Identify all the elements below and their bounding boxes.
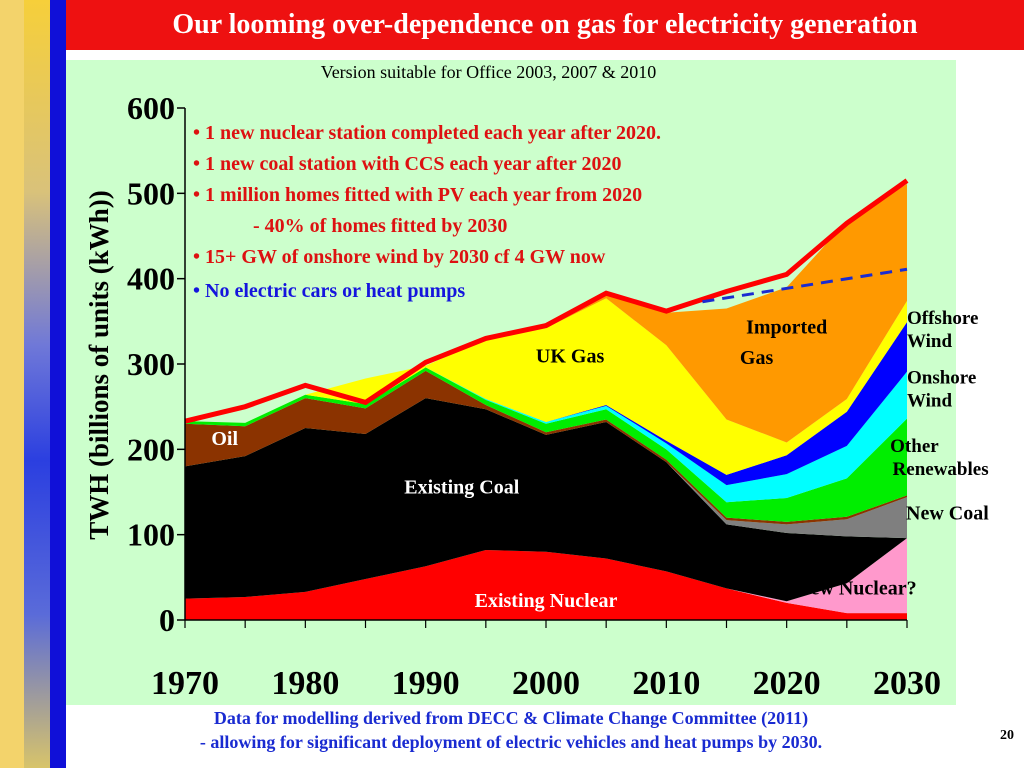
projection-dashed-line [702,267,908,304]
line-layers [184,178,909,424]
version-note: Version suitable for Office 2003, 2007 &… [320,62,657,82]
area-uk-gas [185,298,907,475]
x-tick-label: 1970 [151,665,219,702]
label-new-nuclear: New Nuclear? [796,577,917,599]
label-offshore-wind: Offshore [907,308,978,329]
bullet-coal-ccs: • 1 new coal station with CCS each year … [193,153,622,175]
area-existing-nuclear [185,550,907,620]
x-tick-label: 1990 [392,665,460,702]
data-source-note-2: - allowing for significant deployment of… [199,732,823,752]
page-number: 20 [1000,728,1014,743]
x-tick-label: 2000 [512,665,580,702]
assumption-bullets: • 1 new nuclear station completed each y… [193,118,813,307]
y-axis-label: TWH (billions of units (kWh)) [84,190,114,540]
label-existing-coal: Existing Coal [404,477,519,499]
strip-blue [50,0,66,768]
strip-yellow [0,0,24,768]
label-onshore-wind: Onshore [907,368,976,389]
y-tick-label: 400 [127,261,175,297]
label-new-coal: New Coal [906,502,989,524]
total-demand-line [184,178,909,424]
x-tick-label: 2010 [632,665,700,702]
y-tick-label: 500 [127,175,175,211]
area-oil [185,370,907,525]
y-tick-label: 600 [127,90,175,126]
bullet-onshore-wind: • 15+ GW of onshore wind by 2030 cf 4 GW… [193,246,606,268]
y-tick-label: 300 [127,346,175,382]
bullet-pv: • 1 million homes fitted with PV each ye… [193,184,643,206]
label-imported-gas: Imported [746,316,827,338]
area-new-coal [185,398,907,539]
label-uk-gas: UK Gas [536,345,605,367]
x-tick-label: 2030 [873,665,941,702]
label-onshore-wind-2: Wind [907,391,953,412]
y-tick-label: 0 [159,602,175,638]
label-existing-nuclear: Existing Nuclear [475,590,618,612]
area-imported-gas [185,183,907,443]
area-layers [185,183,907,620]
data-source-note: Data for modelling derived from DECC & C… [213,708,809,728]
decorative-left-strip [0,0,66,768]
bullet-no-ev: • No electric cars or heat pumps [193,280,466,302]
area-other-renewables [185,367,907,522]
label-imported-gas-2: Gas [740,347,774,369]
bullet-nuclear: • 1 new nuclear station completed each y… [193,122,662,144]
x-tick-label: 2020 [753,665,821,702]
area-new-nuclear [185,538,907,614]
series-labels: Existing Nuclear New Nuclear? Existing Coa… [211,308,989,612]
bullet-pv-share: - 40% of homes fitted by 2030 [253,215,508,237]
area-existing-coal [185,398,907,602]
slide-title: Our looming over-dependence on gas for e… [66,0,1024,50]
chart-axes: 0 100 200 300 400 500 600 1970 1980 1990 2000 2010 2… [127,90,941,702]
label-other-renewables-2: Renewables [893,459,989,480]
strip-gradient [24,0,50,768]
x-tick-label: 1980 [271,665,339,702]
label-offshore-wind-2: Wind [907,331,953,352]
label-other-renewables: Other [890,436,939,457]
label-oil: Oil [211,428,238,450]
y-tick-label: 100 [127,517,175,553]
y-tick-label: 200 [127,431,175,467]
